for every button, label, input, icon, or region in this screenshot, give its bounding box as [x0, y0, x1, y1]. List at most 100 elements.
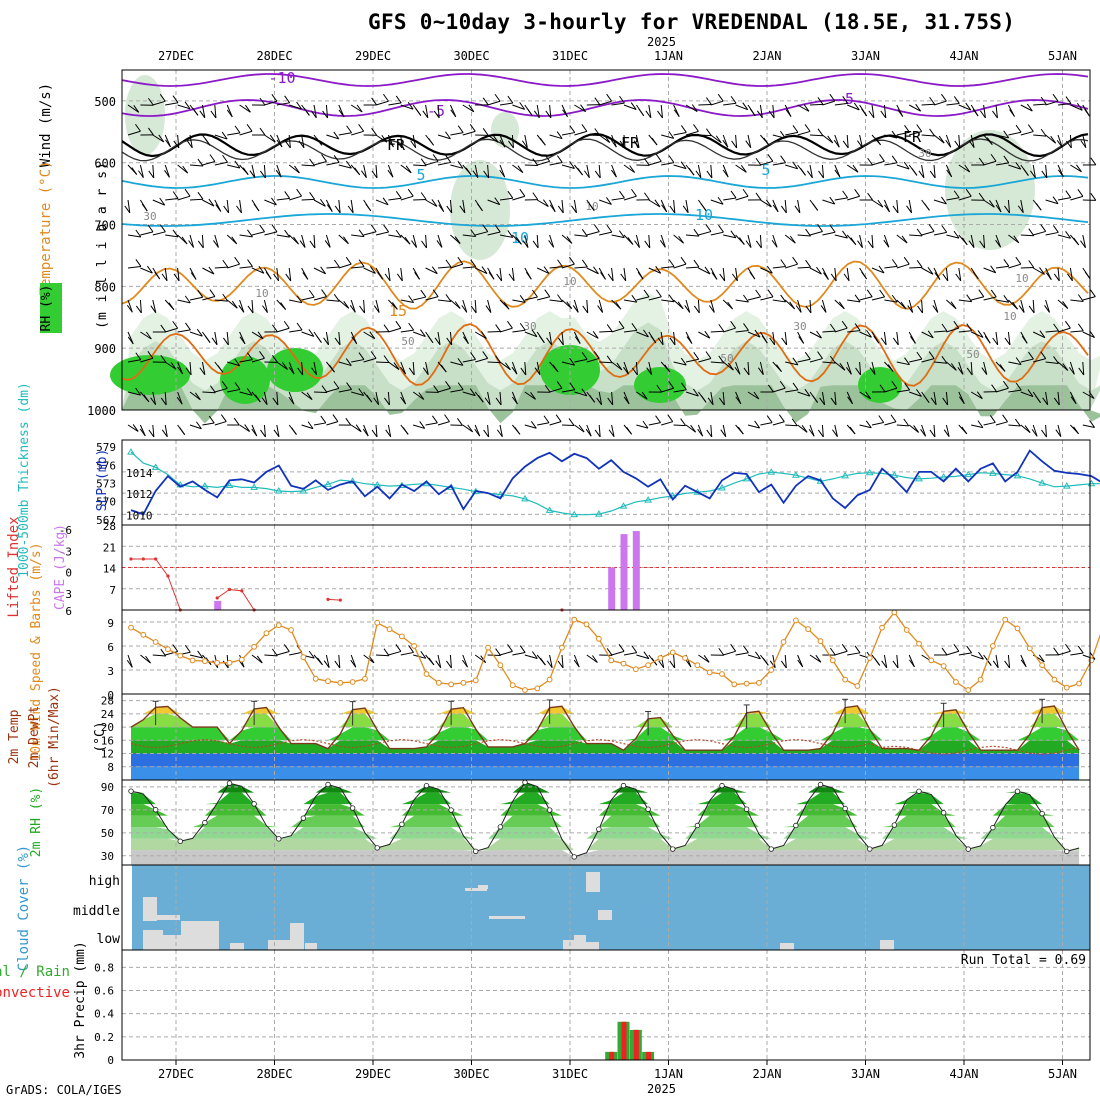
- wind-barb: [437, 259, 452, 269]
- wind-barb: [324, 234, 331, 248]
- wind-barb: [499, 190, 514, 201]
- wind-barb: [983, 199, 995, 208]
- wind-barb: [892, 199, 899, 214]
- wind-barb: [896, 234, 908, 244]
- barb-flag: [581, 388, 588, 397]
- wind-barb: [161, 267, 168, 282]
- wind-barb: [433, 104, 440, 119]
- barb-flag: [779, 130, 786, 139]
- wind-barb: [462, 229, 477, 238]
- wind-barb: [970, 267, 979, 280]
- wind-barb: [140, 127, 154, 136]
- barb-flag: [395, 320, 402, 329]
- barb-staff: [1020, 391, 1034, 398]
- barb-flag: [842, 140, 849, 149]
- barb-flag: [334, 337, 341, 346]
- barb-staff: [598, 424, 601, 438]
- barb-staff: [512, 195, 525, 201]
- barb-staff: [797, 266, 811, 269]
- barb-flag: [717, 93, 724, 102]
- wind-barb: [127, 387, 142, 396]
- barb-flag: [655, 266, 662, 274]
- slp-axis-label: SLP (mb): [95, 449, 110, 512]
- wind-barb: [710, 323, 725, 333]
- barb-staff: [1020, 104, 1033, 112]
- wind-barb: [809, 128, 824, 137]
- barb-staff: [375, 654, 390, 657]
- wind-barb: [450, 299, 461, 309]
- wind-barb: [946, 320, 960, 333]
- barb-staff: [970, 331, 984, 338]
- barb-staff: [611, 361, 623, 371]
- barb-staff: [288, 164, 300, 174]
- barb-flag: [557, 205, 564, 214]
- barb-flag: [901, 235, 908, 244]
- barb-staff: [487, 424, 490, 438]
- barb-flag: [857, 240, 863, 248]
- barb-staff: [313, 391, 328, 394]
- barb-staff: [437, 387, 451, 393]
- barb-flag: [569, 161, 575, 169]
- wind-barb: [214, 154, 228, 166]
- barb-flag: [965, 102, 972, 111]
- wind-barb-10m: [946, 643, 960, 656]
- wind-barb: [351, 259, 365, 269]
- barb-flag: [607, 397, 614, 406]
- barb-flag: [680, 418, 686, 426]
- barb-staff: [809, 103, 824, 106]
- barb-staff: [747, 331, 761, 338]
- wind-barb: [1057, 190, 1072, 201]
- wind-barb: [534, 361, 541, 375]
- thickness-marker: [767, 468, 776, 475]
- barb-staff: [1020, 299, 1025, 313]
- barb-staff: [127, 199, 131, 213]
- barb-flag: [539, 657, 546, 666]
- barb-flag: [703, 655, 710, 663]
- wind-barb: [561, 161, 575, 169]
- barb-flag: [329, 364, 335, 373]
- barb-staff: [251, 357, 265, 363]
- barb-staff: [822, 330, 836, 333]
- barb-staff: [685, 199, 689, 213]
- wind-barb: [868, 104, 875, 119]
- wind-speed-point: [829, 657, 836, 664]
- barb-flag: [867, 192, 874, 201]
- barb-staff: [499, 327, 513, 333]
- wind-speed-point: [817, 638, 824, 645]
- wind-speed-point: [312, 675, 319, 682]
- barb-flag: [680, 256, 687, 265]
- wind-barb: [673, 125, 687, 136]
- barb-flag: [197, 240, 204, 249]
- barb-staff: [1033, 358, 1046, 363]
- wind-barb: [1070, 323, 1084, 333]
- barb-staff: [511, 361, 518, 375]
- barb-staff: [995, 654, 999, 668]
- wind-barb: [933, 134, 945, 144]
- barb-flag: [929, 96, 935, 105]
- barb-flag: [1009, 109, 1015, 117]
- temperature2m-axis-label: 2m Temp: [7, 709, 22, 764]
- barb-flag: [519, 322, 526, 331]
- barb-flag: [916, 124, 923, 132]
- barb-flag: [556, 155, 563, 163]
- barb-flag: [395, 190, 402, 199]
- barb-flag: [772, 204, 779, 213]
- surface-wind-barb: [673, 418, 686, 427]
- barb-flag: [720, 429, 727, 438]
- barb-staff: [933, 134, 945, 144]
- barb-flag: [1056, 140, 1063, 148]
- barb-staff: [462, 266, 476, 269]
- barb-flag: [508, 140, 514, 149]
- surface-wind-barb: [413, 421, 426, 429]
- wind-barb: [806, 164, 813, 179]
- wind-barb: [160, 391, 167, 406]
- barb-staff: [313, 267, 326, 275]
- wind-barb: [462, 352, 476, 363]
- wind-barb: [561, 299, 573, 310]
- wind-barb: [623, 102, 637, 111]
- barb-staff: [437, 299, 451, 302]
- barb-staff: [1007, 654, 1011, 668]
- wind-barb: [968, 234, 975, 248]
- barb-flag: [391, 302, 398, 310]
- wind-barb: [1045, 267, 1052, 280]
